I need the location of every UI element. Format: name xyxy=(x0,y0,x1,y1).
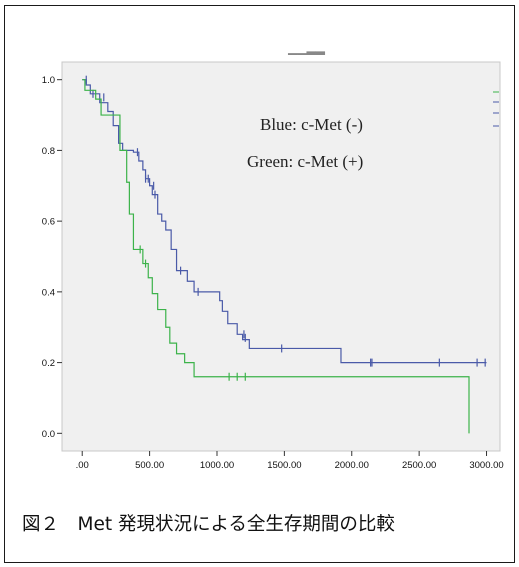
y-tick-label: 0.8 xyxy=(42,146,55,157)
title-fragment: ▁▁▂▂ xyxy=(287,41,326,55)
x-tick-label: 1500.00 xyxy=(267,460,301,471)
y-tick-label: 0.0 xyxy=(42,429,55,440)
x-tick-label: 500.00 xyxy=(135,460,164,471)
annotation-green: Green: c-Met (+) xyxy=(247,152,363,171)
series-line-1 xyxy=(82,79,470,434)
y-tick-label: 0.4 xyxy=(42,287,55,298)
plot-area xyxy=(61,61,501,452)
annotation-blue: Blue: c-Met (-) xyxy=(260,115,363,134)
y-tick-label: 1.0 xyxy=(42,75,55,86)
x-tick-label: 2500.00 xyxy=(402,460,436,471)
series-line-0 xyxy=(82,79,487,364)
legend-marks xyxy=(493,91,499,127)
x-tick-label: 3000.00 xyxy=(469,460,503,471)
y-tick-label: 0.2 xyxy=(42,358,55,369)
x-tick-label: 2000.00 xyxy=(335,460,369,471)
y-tick-label: 0.6 xyxy=(42,217,55,228)
figure-caption: 図２ Met 発現状況による全生存期間の比較 xyxy=(22,514,395,535)
x-tick-label: .00 xyxy=(76,460,89,471)
x-tick-label: 1000.00 xyxy=(200,460,234,471)
